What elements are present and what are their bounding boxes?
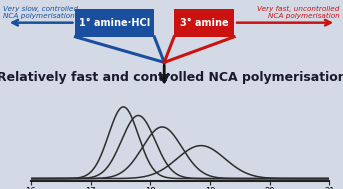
FancyBboxPatch shape [75, 9, 154, 37]
Text: 3° amine: 3° amine [180, 18, 228, 28]
Text: Very fast, uncontrolled
NCA polymerisation: Very fast, uncontrolled NCA polymerisati… [257, 6, 340, 19]
Text: Relatively fast and controlled NCA polymerisation: Relatively fast and controlled NCA polym… [0, 71, 343, 84]
Text: Very slow, controlled
NCA polymerisation: Very slow, controlled NCA polymerisation [3, 6, 79, 19]
FancyBboxPatch shape [174, 9, 234, 37]
Text: 1° amine·HCl: 1° amine·HCl [79, 18, 151, 28]
